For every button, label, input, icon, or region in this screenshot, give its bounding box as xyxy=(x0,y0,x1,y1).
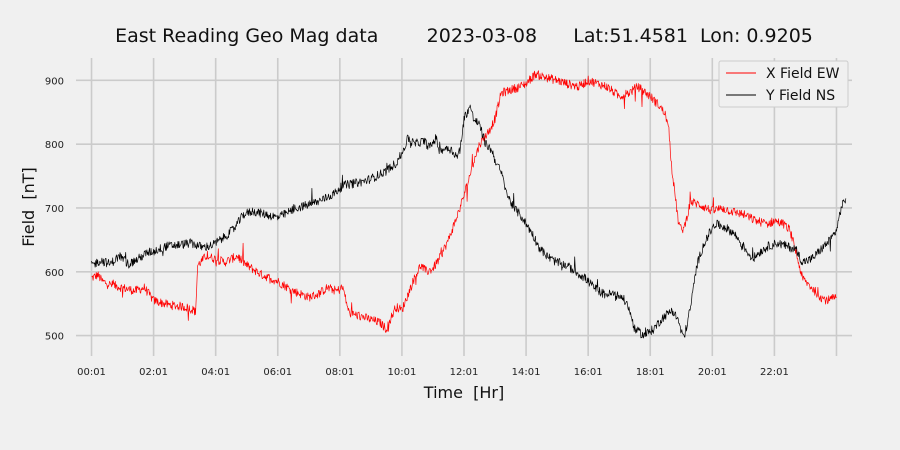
x-axis-title: Time [Hr] xyxy=(423,383,504,402)
series-lines xyxy=(91,70,847,339)
x-tick-label: 12:01 xyxy=(450,367,479,378)
series-line-y-field-ns xyxy=(91,104,847,339)
y-tick-label: 500 xyxy=(45,332,64,343)
legend: X Field EW Y Field NS xyxy=(718,60,849,108)
legend-label-y-field-ns: Y Field NS xyxy=(765,88,835,104)
x-tick-label: 08:01 xyxy=(325,367,354,378)
series-line-x-field-ew xyxy=(91,70,837,333)
y-tick-label: 600 xyxy=(45,268,64,279)
y-tick-label: 900 xyxy=(45,76,64,87)
x-tick-label: 22:01 xyxy=(760,367,789,378)
tick-labels: 00:01 02:01 04:01 06:01 08:01 10:01 12:01 14:01… xyxy=(45,76,789,378)
x-tick-label: 06:01 xyxy=(263,367,292,378)
x-tick-label: 20:01 xyxy=(698,367,727,378)
legend-label-x-field-ew: X Field EW xyxy=(766,66,840,82)
chart-title: East Reading Geo Mag data 2023-03-08 Lat… xyxy=(115,25,813,47)
y-tick-label: 700 xyxy=(45,204,64,215)
x-tick-label: 02:01 xyxy=(139,367,168,378)
y-axis-title: Field [nT] xyxy=(19,167,38,247)
x-tick-label: 18:01 xyxy=(636,367,665,378)
x-tick-label: 10:01 xyxy=(388,367,417,378)
x-tick-label: 14:01 xyxy=(512,367,541,378)
x-tick-label: 00:01 xyxy=(77,367,106,378)
y-tick-label: 800 xyxy=(45,140,64,151)
x-tick-label: 16:01 xyxy=(574,367,603,378)
x-tick-label: 04:01 xyxy=(201,367,230,378)
